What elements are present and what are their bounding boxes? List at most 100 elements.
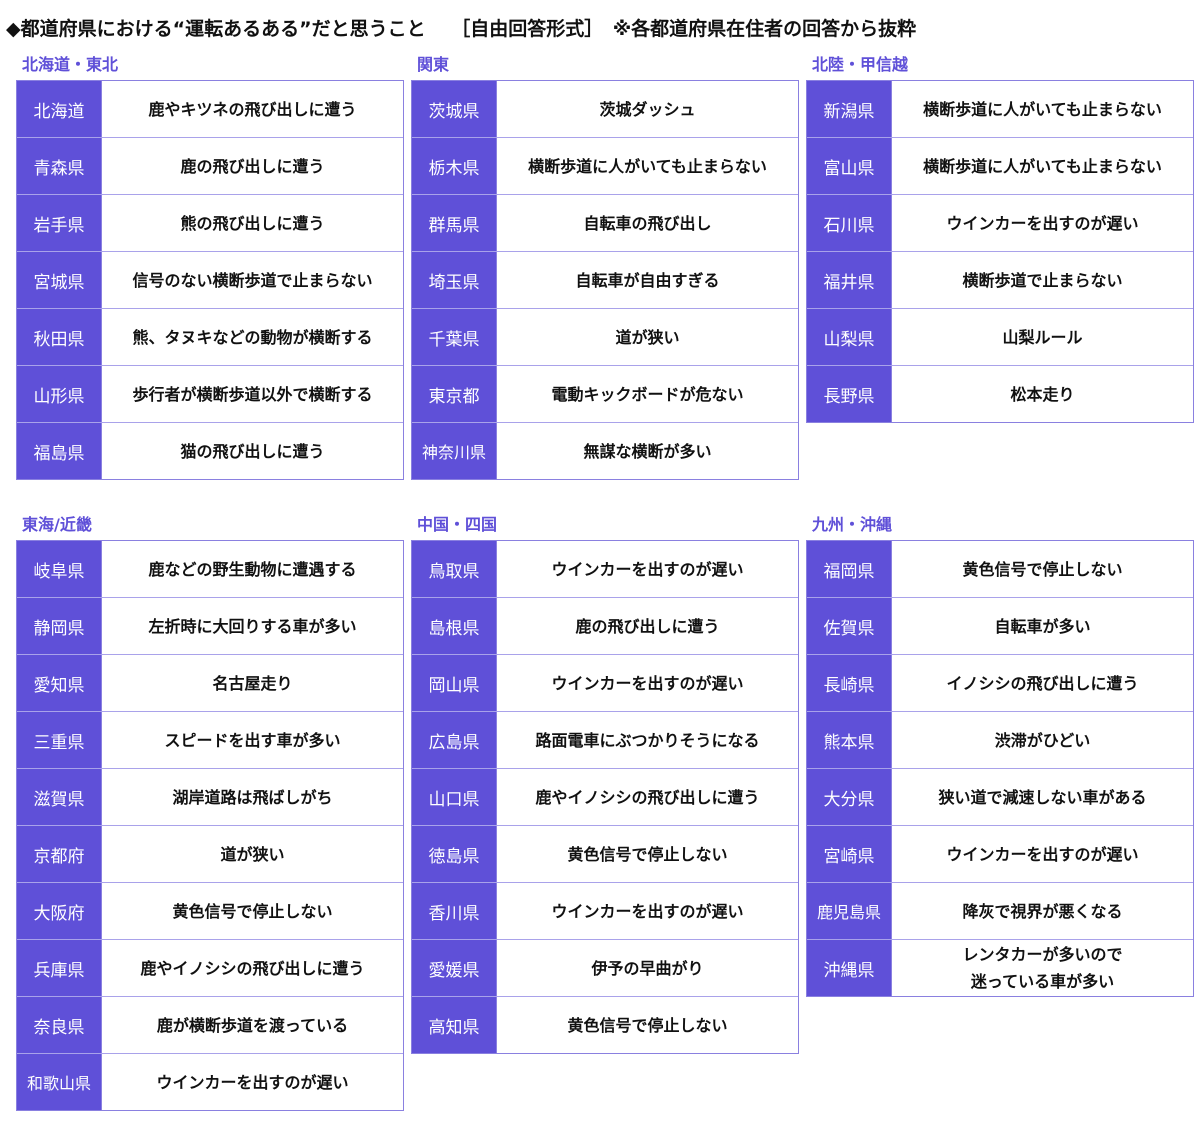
answer-cell: 道が狭い [220, 844, 285, 864]
region-section: 中国・四国 鳥取県 ウインカーを出すのが遅い 島根県 鹿の飛び出しに遭う 岡山県 ウインカー… [411, 514, 799, 1054]
answer-cell: 渋滞がひどい [994, 730, 1091, 750]
table-row: 大阪府 黄色信号で停止しない [17, 882, 403, 939]
table-row: 群馬県 自転車の飛び出し [412, 194, 798, 251]
prefecture-cell: 新潟県 [807, 81, 892, 137]
table-row: 兵庫県 鹿やイノシシの飛び出しに遭う [17, 939, 403, 996]
prefecture-cell: 滋賀県 [17, 769, 102, 825]
answer-cell: ウインカーを出すのが遅い [946, 844, 1139, 864]
answer-cell: 熊の飛び出しに遭う [180, 213, 325, 233]
prefecture-cell: 群馬県 [412, 195, 497, 251]
table-row: 長崎県 イノシシの飛び出しに遭う [807, 654, 1193, 711]
table-row: 秋田県 熊、タヌキなどの動物が横断する [17, 308, 403, 365]
prefecture-cell: 千葉県 [412, 309, 497, 365]
table-row: 鳥取県 ウインカーを出すのが遅い [412, 541, 798, 597]
prefecture-cell: 島根県 [412, 598, 497, 654]
prefecture-cell: 佐賀県 [807, 598, 892, 654]
prefecture-cell: 鹿児島県 [807, 883, 892, 939]
answer-cell: 湖岸道路は飛ばしがち [172, 787, 333, 807]
table-row: 島根県 鹿の飛び出しに遭う [412, 597, 798, 654]
prefecture-cell: 埼玉県 [412, 252, 497, 308]
prefecture-cell: 福井県 [807, 252, 892, 308]
answer-cell: 道が狭い [615, 327, 680, 347]
table-row: 石川県 ウインカーを出すのが遅い [807, 194, 1193, 251]
answer-cell: 鹿などの野生動物に遭遇する [148, 559, 357, 579]
prefecture-cell: 福岡県 [807, 541, 892, 597]
prefecture-cell: 静岡県 [17, 598, 102, 654]
table-row: 岐阜県 鹿などの野生動物に遭遇する [17, 541, 403, 597]
table-row: 神奈川県 無謀な横断が多い [412, 422, 798, 479]
table-row: 愛媛県 伊予の早曲がり [412, 939, 798, 996]
answer-cell: 猫の飛び出しに遭う [180, 441, 325, 461]
prefecture-cell: 茨城県 [412, 81, 497, 137]
table-row: 茨城県 茨城ダッシュ [412, 81, 798, 137]
region-label: 関東 [417, 55, 450, 74]
table-row: 富山県 横断歩道に人がいても止まらない [807, 137, 1193, 194]
answer-cell: 降灰で視界が悪くなる [962, 901, 1123, 921]
table-row: 鹿児島県 降灰で視界が悪くなる [807, 882, 1193, 939]
table-row: 徳島県 黄色信号で停止しない [412, 825, 798, 882]
table-row: 高知県 黄色信号で停止しない [412, 996, 798, 1053]
region-section: 関東茨城県 茨城ダッシュ 栃木県 横断歩道に人がいても止まらない 群馬県 自転車の飛び出し… [411, 54, 799, 480]
answer-cell: 左折時に大回りする車が多い [148, 616, 357, 636]
prefecture-cell: 東京都 [412, 366, 497, 422]
table-row: 福島県 猫の飛び出しに遭う [17, 422, 403, 479]
table-row: 宮城県 信号のない横断歩道で止まらない [17, 251, 403, 308]
prefecture-cell: 山口県 [412, 769, 497, 825]
prefecture-cell: 北海道 [17, 81, 102, 137]
answer-cell: 自転車の飛び出し [583, 213, 712, 233]
answer-cell: 鹿やイノシシの飛び出しに遭う [140, 958, 365, 978]
prefecture-cell: 秋田県 [17, 309, 102, 365]
prefecture-cell: 山形県 [17, 366, 102, 422]
prefecture-cell: 石川県 [807, 195, 892, 251]
answer-cell: 自転車が自由すぎる [575, 270, 720, 290]
region-label: 北陸・甲信越 [812, 55, 909, 74]
table-row: 岡山県 ウインカーを出すのが遅い [412, 654, 798, 711]
prefecture-cell: 和歌山県 [17, 1054, 102, 1110]
region-table: 新潟県 横断歩道に人がいても止まらない富山県 横断歩道に人がいても止まらない 石川県ウ… [806, 80, 1194, 423]
region-table: 北海道 鹿やキツネの飛び出しに遭う 青森県 鹿の飛び出しに遭う 岩手県 熊の飛び出しに遭う… [16, 80, 404, 480]
prefecture-cell: 奈良県 [17, 997, 102, 1053]
answer-cell: 横断歩道に人がいても止まらない [528, 156, 767, 176]
prefecture-cell: 福島県 [17, 423, 102, 479]
answer-cell: ウインカーを出すのが遅い [551, 901, 744, 921]
answer-cell: 山梨ルール [1002, 327, 1083, 347]
answer-cell: 電動キックボードが危ない [551, 384, 744, 404]
answer-cell: 横断歩道に人がいても止まらない [923, 99, 1162, 119]
region-section: 九州・沖縄 福岡県 黄色信号で停止しない 佐賀県 自転車が多い 長崎県 イノシシの飛び出しに… [806, 514, 1194, 997]
table-row: 山梨県 山梨ルール [807, 308, 1193, 365]
answer-cell: 伊予の早曲がり [591, 958, 704, 978]
prefecture-cell: 徳島県 [412, 826, 497, 882]
answer-cell: 自転車が多い [994, 616, 1091, 636]
table-row: 東京都 電動キックボードが危ない [412, 365, 798, 422]
prefecture-cell: 山梨県 [807, 309, 892, 365]
prefecture-cell: 愛知県 [17, 655, 102, 711]
prefecture-cell: 宮崎県 [807, 826, 892, 882]
table-row: 山形県 歩行者が横断歩道以外で横断する [17, 365, 403, 422]
answer-cell: イノシシの飛び出しに遭う [946, 673, 1139, 693]
table-row: 香川県 ウインカーを出すのが遅い [412, 882, 798, 939]
table-row: 栃木県 横断歩道に人がいても止まらない [412, 137, 798, 194]
table-row: 福井県 横断歩道で止まらない [807, 251, 1193, 308]
prefecture-cell: 鳥取県 [412, 541, 497, 597]
region-table: 岐阜県 鹿などの野生動物に遭遇する 静岡県 左折時に大回りする車が多い愛知県 名古屋走り… [16, 540, 404, 1111]
answer-cell: ウインカーを出すのが遅い [551, 559, 744, 579]
region-section: 東海/近畿 岐阜県 鹿などの野生動物に遭遇する 静岡県 左折時に大回りする車が多い 愛知県… [16, 514, 404, 1111]
table-row: 青森県 鹿の飛び出しに遭う [17, 137, 403, 194]
answer-cell: 信号のない横断歩道で止まらない [132, 270, 373, 290]
prefecture-cell: 愛媛県 [412, 940, 497, 996]
prefecture-cell: 神奈川県 [412, 423, 497, 479]
answer-cell: 横断歩道で止まらない [962, 270, 1123, 290]
table-row: 沖縄県 レンタカーが多いので 迷っている車が多い [807, 939, 1193, 996]
table-row: 大分県 狭い道で減速しない車がある [807, 768, 1193, 825]
table-row: 北海道 鹿やキツネの飛び出しに遭う [17, 81, 403, 137]
answer-cell: 鹿の飛び出しに遭う [575, 616, 720, 636]
answer-cell: ウインカーを出すのが遅い [551, 673, 744, 693]
table-row: 熊本県 渋滞がひどい [807, 711, 1193, 768]
answer-cell: 鹿やキツネの飛び出しに遭う [148, 99, 357, 119]
answer-cell: 名古屋走り [212, 673, 293, 693]
table-row: 新潟県 横断歩道に人がいても止まらない [807, 81, 1193, 137]
page-title: ◆都道府県における“運転あるある”だと思うこと ［自由回答形式］ ※各都道府県在… [6, 18, 917, 40]
table-row: 和歌山県 ウインカーを出すのが遅い [17, 1053, 403, 1110]
region-table: 鳥取県 ウインカーを出すのが遅い 島根県 鹿の飛び出しに遭う 岡山県 ウインカーを出すのが… [411, 540, 799, 1054]
answer-cell: 鹿が横断歩道を渡っている [156, 1015, 349, 1035]
